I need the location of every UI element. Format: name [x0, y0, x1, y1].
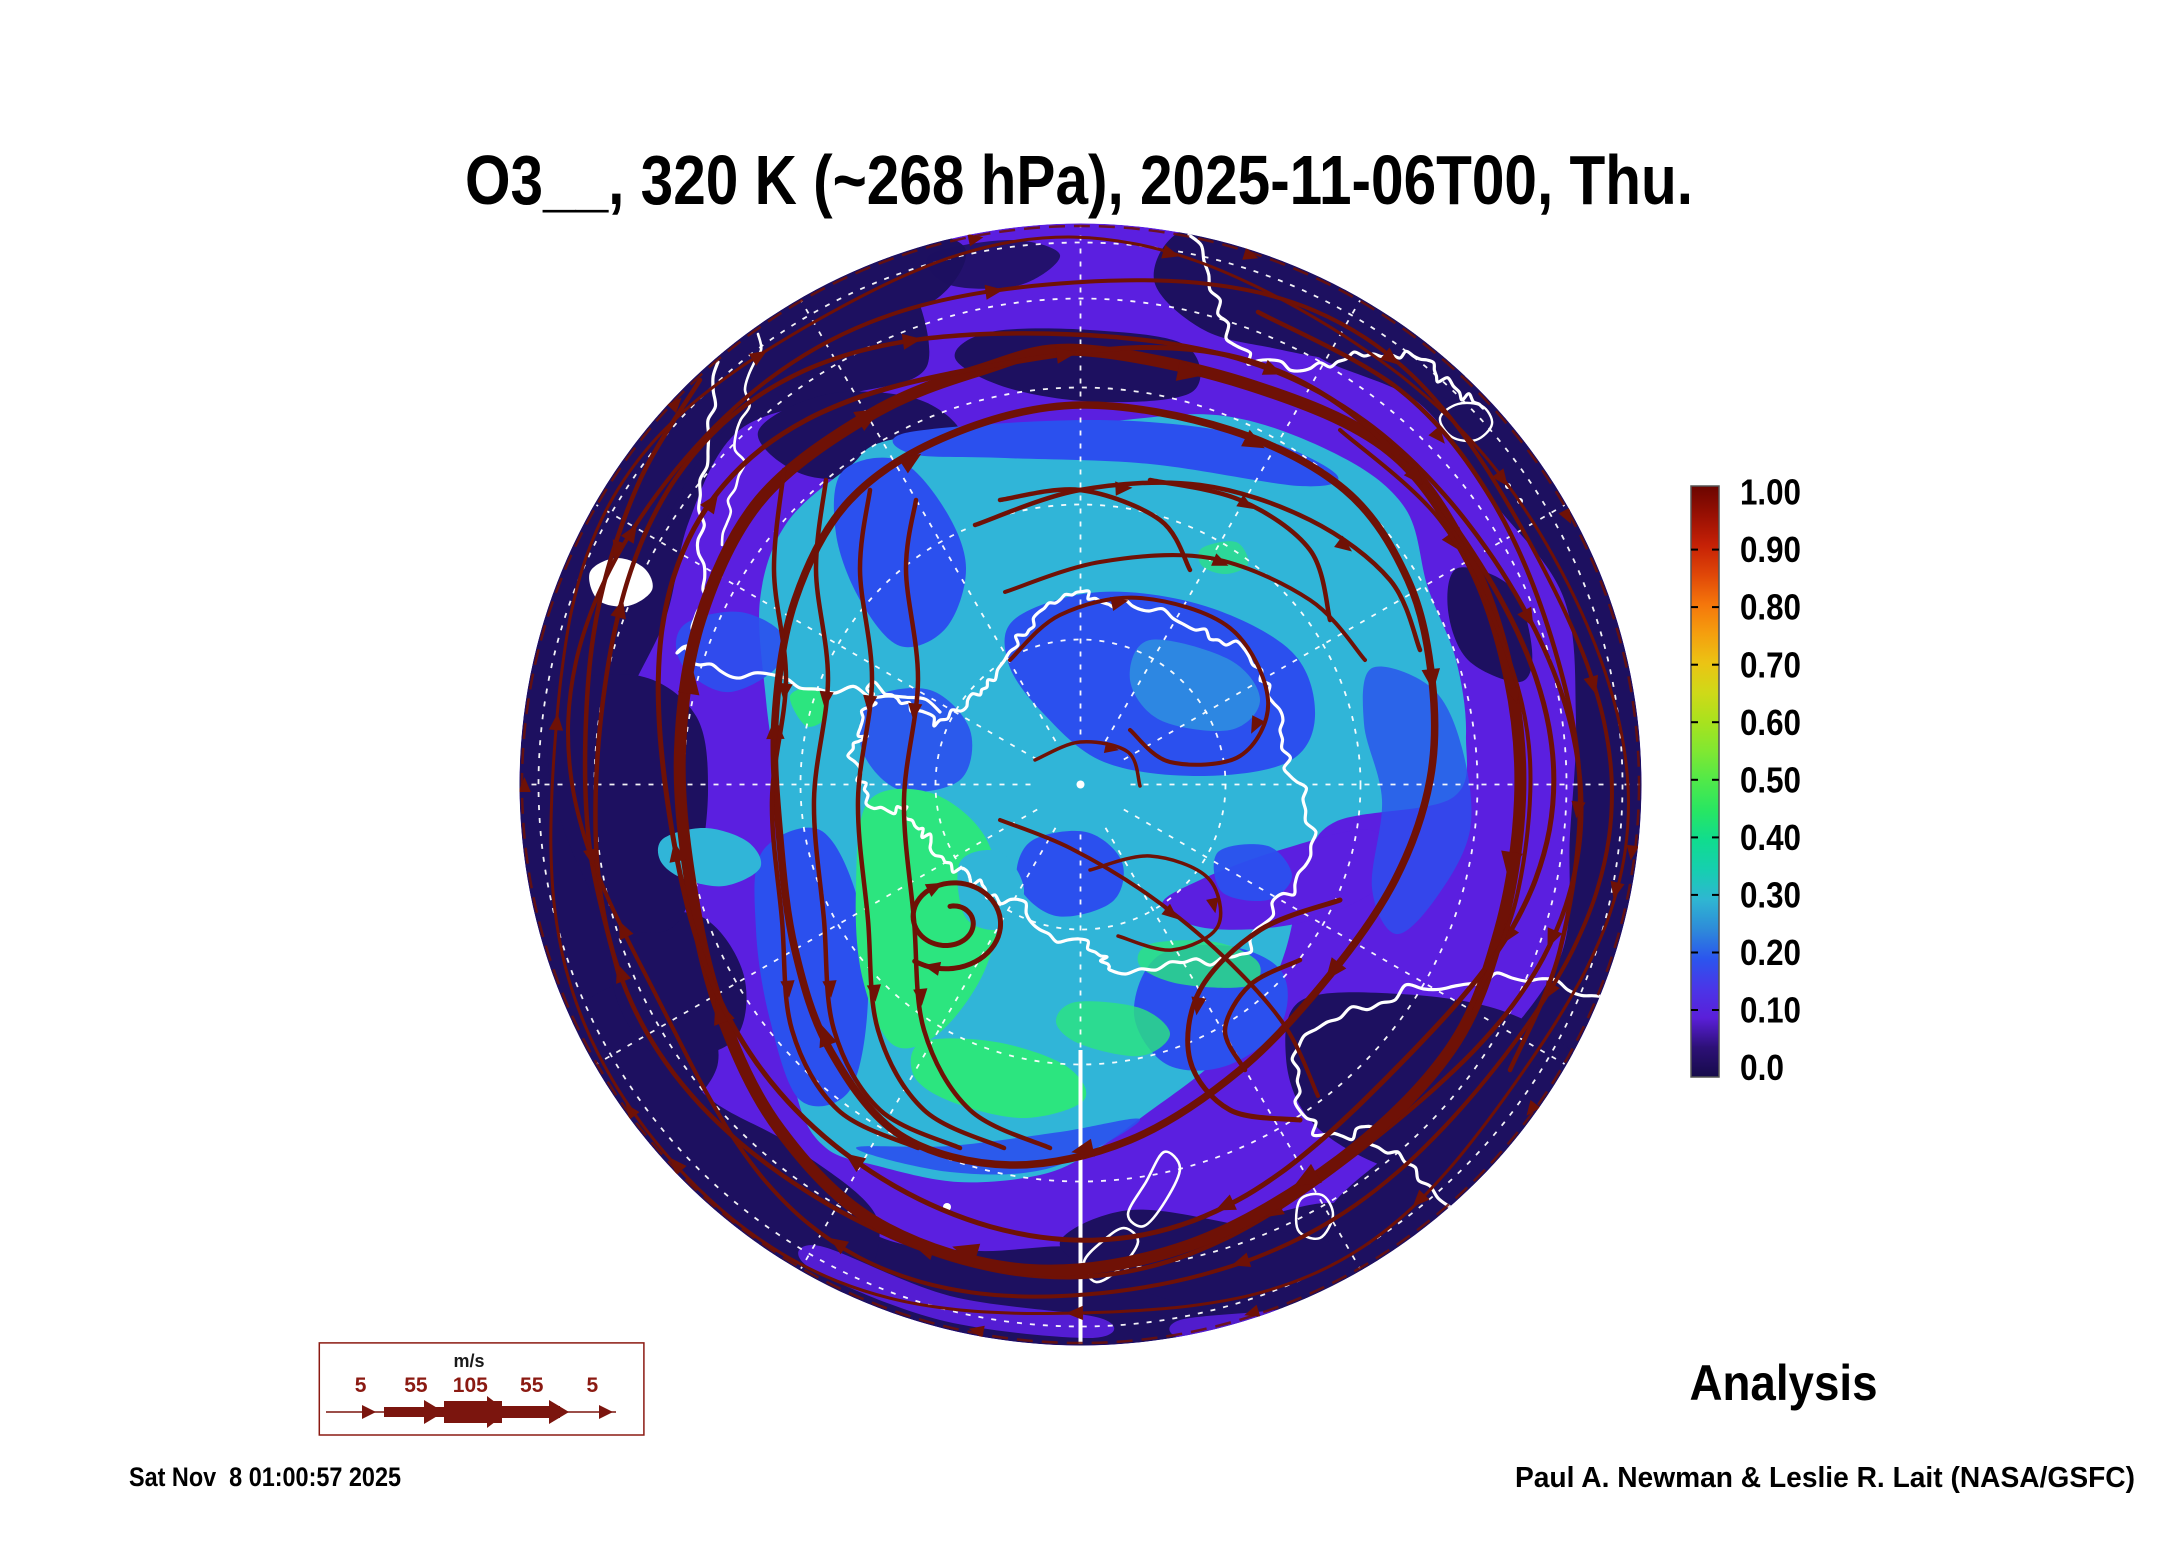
svg-text:0.60: 0.60 — [1740, 702, 1801, 743]
svg-text:0.70: 0.70 — [1740, 644, 1801, 685]
svg-text:Analysis: Analysis — [1690, 1355, 1878, 1411]
svg-text:0.20: 0.20 — [1740, 932, 1801, 973]
svg-text:5: 5 — [355, 1374, 367, 1397]
svg-text:105: 105 — [453, 1374, 488, 1397]
svg-text:0.30: 0.30 — [1740, 875, 1801, 916]
svg-text:Sat Nov 8 01:00:57 2025: Sat Nov 8 01:00:57 2025 — [129, 1462, 401, 1492]
svg-text:0.80: 0.80 — [1740, 587, 1801, 628]
svg-text:5: 5 — [586, 1374, 598, 1397]
svg-text:O3__, 320 K (~268 hPa), 2025-1: O3__, 320 K (~268 hPa), 2025-11-06T00, T… — [465, 141, 1693, 219]
svg-text:Paul A. Newman & Leslie R. Lai: Paul A. Newman & Leslie R. Lait (NASA/GS… — [1515, 1462, 2135, 1494]
svg-text:0.90: 0.90 — [1740, 529, 1801, 570]
svg-text:55: 55 — [520, 1374, 544, 1397]
svg-text:0.40: 0.40 — [1740, 817, 1801, 858]
svg-text:55: 55 — [404, 1374, 428, 1397]
svg-text:1.00: 1.00 — [1740, 472, 1801, 513]
svg-text:m/s: m/s — [453, 1351, 484, 1371]
svg-text:0.0: 0.0 — [1740, 1047, 1784, 1088]
svg-text:0.10: 0.10 — [1740, 990, 1801, 1031]
svg-text:0.50: 0.50 — [1740, 759, 1801, 800]
